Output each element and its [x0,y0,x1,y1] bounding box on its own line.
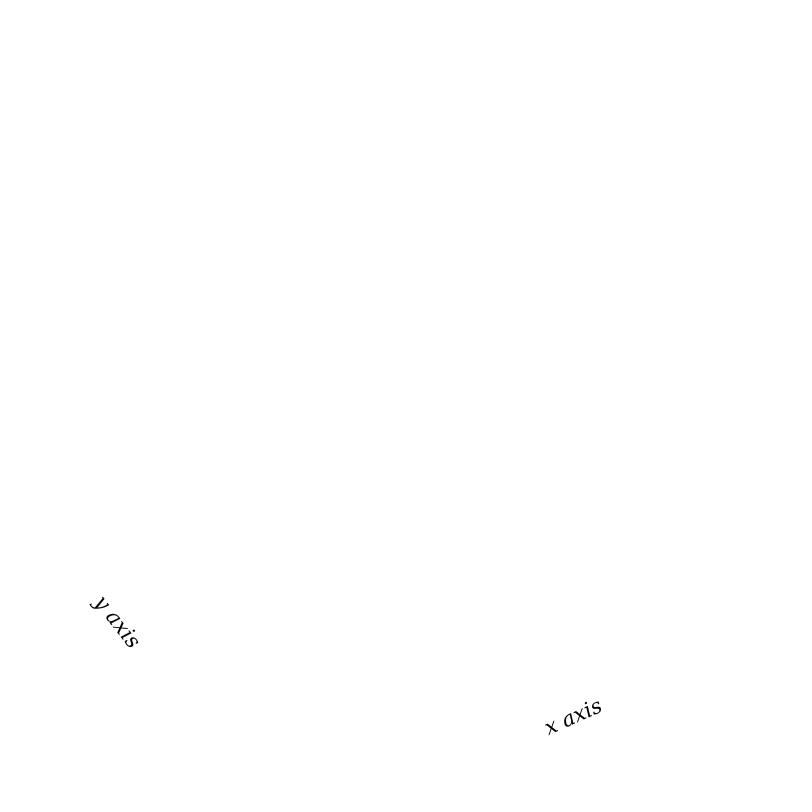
x-axis-title: x axis [541,693,606,740]
y-axis-title: y axis [89,590,146,653]
